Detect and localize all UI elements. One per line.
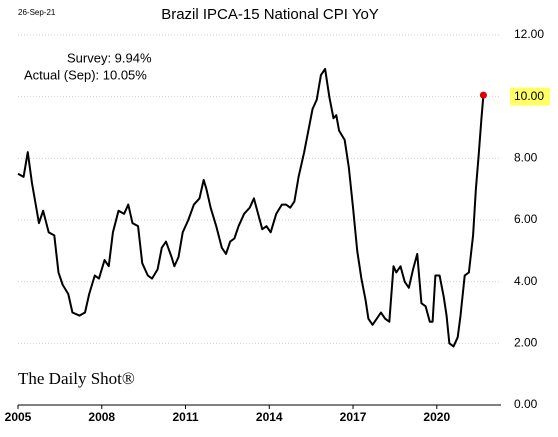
date: 26-Sep-21 xyxy=(18,8,56,17)
line-series xyxy=(17,67,485,348)
tick-highlight xyxy=(510,87,550,106)
annotation: Actual (Sep): 10.05% xyxy=(24,67,147,82)
x-tick-label: 2014 xyxy=(256,410,283,424)
x-tick-label: 2011 xyxy=(172,410,198,424)
x-tick-label: 2008 xyxy=(88,410,115,424)
y-tick-label: 10.00 xyxy=(514,89,544,103)
y-tick-label: 6.00 xyxy=(514,212,538,226)
end-marker xyxy=(479,91,487,99)
source-logo: The Daily Shot® xyxy=(18,369,135,388)
y-tick-label: 4.00 xyxy=(514,274,538,288)
y-tick-label: 2.00 xyxy=(514,336,538,350)
y-tick-label: 0.00 xyxy=(514,397,538,411)
x-tick-label: 2005 xyxy=(5,410,32,424)
annotation: Survey: 9.94% xyxy=(67,50,152,65)
x-tick-label: 2020 xyxy=(423,410,450,424)
y-tick-label: 8.00 xyxy=(514,151,538,165)
x-tick-label: 2017 xyxy=(340,410,367,424)
y-tick-label: 12.00 xyxy=(514,27,544,41)
chart-title: Brazil IPCA-15 National CPI YoY xyxy=(161,6,379,23)
